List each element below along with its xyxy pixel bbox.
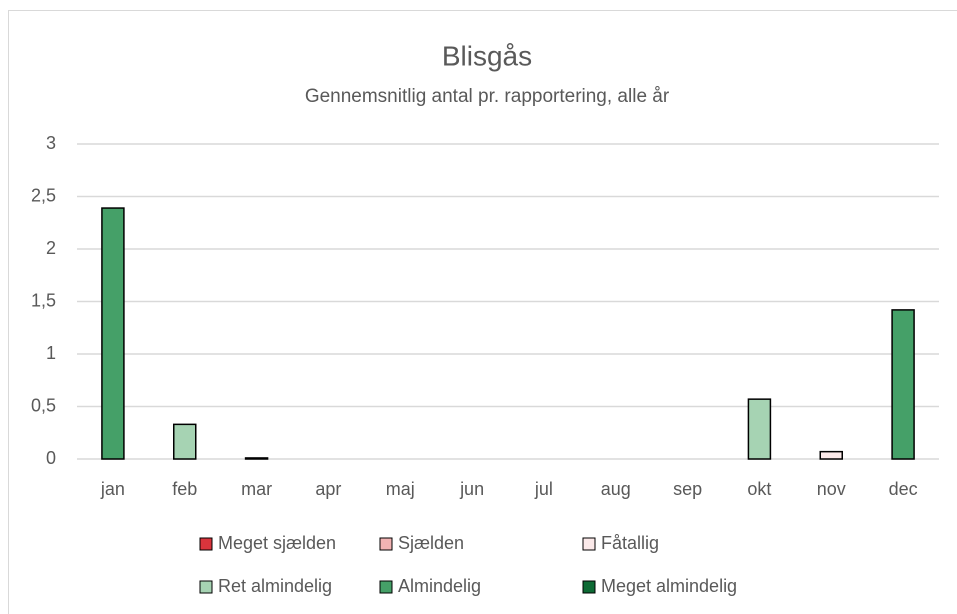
bar xyxy=(101,207,125,460)
x-tick-label: jun xyxy=(459,479,484,499)
x-tick-label: nov xyxy=(817,479,846,499)
y-tick-label: 3 xyxy=(46,133,56,153)
chart-frame xyxy=(8,10,957,614)
x-tick-label: jul xyxy=(534,479,553,499)
x-tick-label: feb xyxy=(172,479,197,499)
x-tick-label: okt xyxy=(747,479,771,499)
y-tick-label: 1 xyxy=(46,343,56,363)
legend-label: Ret almindelig xyxy=(218,576,332,596)
x-tick-label: jan xyxy=(100,479,125,499)
bar xyxy=(819,450,843,460)
y-tick-label: 0 xyxy=(46,448,56,468)
bar xyxy=(747,398,772,460)
bar xyxy=(891,309,915,460)
legend-swatch xyxy=(379,580,393,594)
y-tick-label: 0,5 xyxy=(31,395,56,415)
legend-swatch xyxy=(582,537,596,551)
chart-subtitle: Gennemsnitlig antal pr. rapportering, al… xyxy=(305,86,670,107)
y-tick-label: 2,5 xyxy=(31,185,56,205)
x-tick-label: apr xyxy=(315,479,341,499)
legend-label: Almindelig xyxy=(398,576,481,596)
bar xyxy=(173,423,197,460)
bar xyxy=(244,457,269,460)
y-tick-label: 1,5 xyxy=(31,290,56,310)
x-tick-label: dec xyxy=(889,479,918,499)
x-tick-label: maj xyxy=(386,479,415,499)
x-tick-label: mar xyxy=(241,479,272,499)
legend-label: Meget almindelig xyxy=(601,576,737,596)
chart-title: Blisgås xyxy=(442,40,532,71)
y-tick-label: 2 xyxy=(46,238,56,258)
legend-label: Sjælden xyxy=(398,533,464,553)
legend-label: Fåtallig xyxy=(601,533,659,553)
legend-label: Meget sjælden xyxy=(218,533,336,553)
x-tick-label: aug xyxy=(601,479,631,499)
legend-swatch xyxy=(199,580,213,594)
legend-swatch xyxy=(199,537,213,551)
legend-swatch xyxy=(582,580,596,594)
x-tick-label: sep xyxy=(673,479,702,499)
legend-swatch xyxy=(379,537,393,551)
